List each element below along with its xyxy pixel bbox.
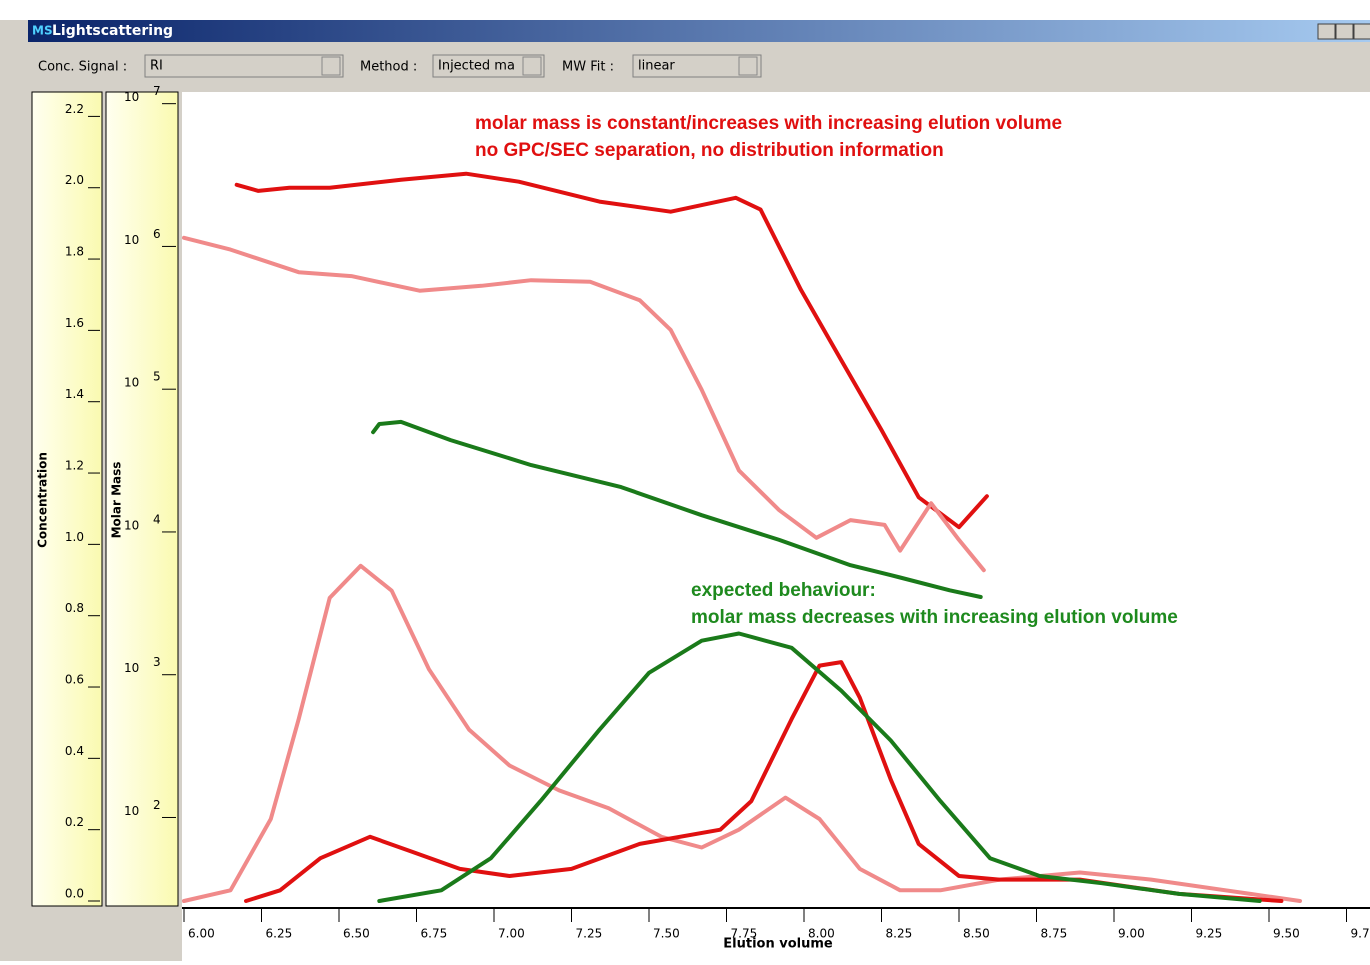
y2-axis-label: Molar Mass: [110, 462, 124, 539]
dropdown-arrow[interactable]: [739, 57, 757, 75]
x-tick-label: 8.00: [808, 927, 835, 941]
y2-tick-exponent: 2: [153, 798, 161, 812]
minimize-button[interactable]: [1318, 24, 1335, 39]
annotation: molar mass decreases with increasing elu…: [691, 607, 1178, 628]
maximize-button[interactable]: [1336, 24, 1353, 39]
window-title: Lightscattering: [52, 23, 173, 39]
x-tick-label: 8.25: [886, 927, 913, 941]
y2-tick-label: 10: [124, 518, 139, 532]
x-tick-label: 9.25: [1196, 927, 1223, 941]
dropdown-value: linear: [638, 59, 675, 74]
x-tick-label: 7.50: [653, 927, 680, 941]
y-tick-label: 0.2: [65, 815, 84, 829]
x-tick-label: 6.50: [343, 927, 370, 941]
y2-tick-exponent: 4: [153, 512, 161, 526]
close-button[interactable]: [1354, 24, 1370, 39]
x-tick-label: 8.50: [963, 927, 990, 941]
dropdown-arrow[interactable]: [322, 57, 340, 75]
y-tick-label: 1.6: [65, 316, 84, 330]
x-tick-label: 7.00: [498, 927, 525, 941]
y2-tick-label: 10: [124, 376, 139, 390]
y-tick-label: 2.2: [65, 102, 84, 116]
x-tick-label: 9.75: [1351, 927, 1370, 941]
dropdown[interactable]: [145, 55, 343, 77]
y2-tick-exponent: 3: [153, 655, 161, 669]
annotation: molar mass is constant/increases with in…: [475, 113, 1062, 134]
x-tick-label: 8.75: [1041, 927, 1068, 941]
x-tick-label: 9.50: [1273, 927, 1300, 941]
y2-tick-label: 10: [124, 90, 139, 104]
x-tick-label: 6.75: [421, 927, 448, 941]
y-tick-label: 0.6: [65, 673, 84, 687]
y-tick-label: 1.8: [65, 245, 84, 259]
plot-area: [182, 92, 1370, 906]
y-tick-label: 1.0: [65, 530, 84, 544]
toolbar-label: Conc. Signal :: [38, 60, 127, 75]
toolbar-label: MW Fit :: [562, 60, 614, 75]
y-tick-label: 1.2: [65, 459, 84, 473]
x-tick-label: 7.25: [576, 927, 603, 941]
toolbar-label: Method :: [360, 60, 417, 75]
dropdown-arrow[interactable]: [523, 57, 541, 75]
y2-tick-label: 10: [124, 661, 139, 675]
y-tick-label: 0.4: [65, 744, 84, 758]
annotation: expected behaviour:: [691, 580, 876, 601]
title-bar: [28, 20, 1370, 42]
app-icon: MS: [32, 24, 53, 38]
y-axis-label: Concentration: [36, 452, 50, 548]
y2-tick-label: 10: [124, 804, 139, 818]
x-tick-label: 6.00: [188, 927, 215, 941]
y-tick-label: 1.4: [65, 387, 84, 401]
x-tick-label: 7.75: [731, 927, 758, 941]
dropdown-value: RI: [150, 59, 163, 74]
y-tick-label: 2.0: [65, 173, 84, 187]
y-tick-label: 0.0: [65, 887, 84, 901]
x-tick-label: 6.25: [266, 927, 293, 941]
y2-tick-exponent: 6: [153, 227, 161, 241]
window-buttons[interactable]: [1318, 24, 1370, 39]
dropdown-value: Injected ma: [438, 59, 515, 74]
y2-tick-label: 10: [124, 233, 139, 247]
y-tick-label: 0.8: [65, 601, 84, 615]
annotation: no GPC/SEC separation, no distribution i…: [475, 140, 944, 161]
y2-tick-exponent: 7: [153, 84, 161, 98]
y2-tick-exponent: 5: [153, 370, 161, 384]
x-tick-label: 9.00: [1118, 927, 1145, 941]
